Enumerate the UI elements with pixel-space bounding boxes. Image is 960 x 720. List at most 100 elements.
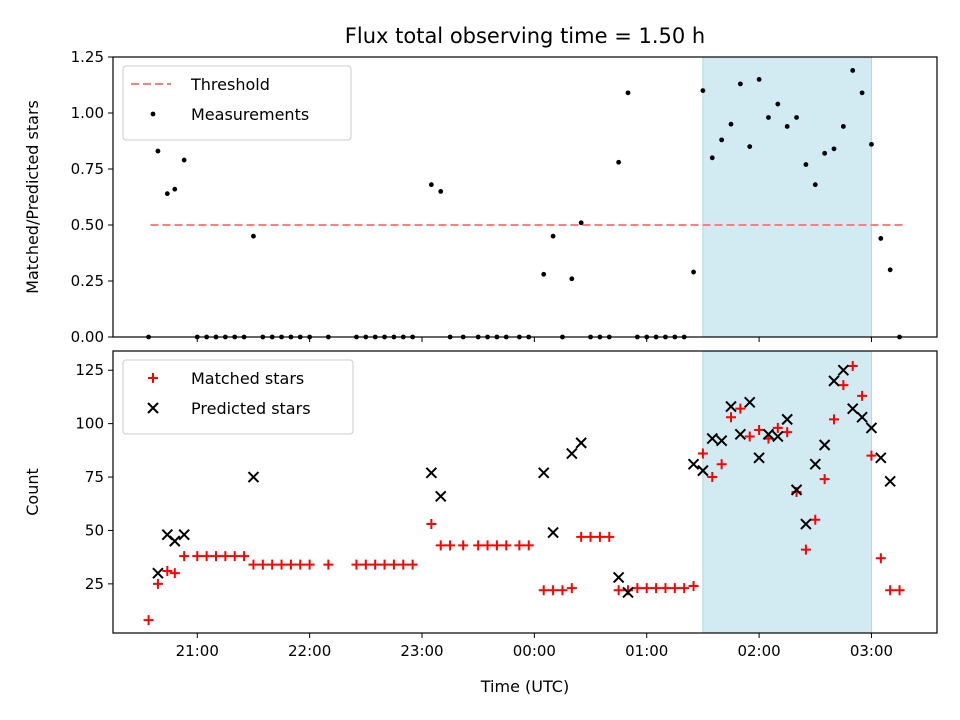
predicted-star-point <box>744 396 756 408</box>
matched-star-point <box>211 551 221 562</box>
ratio-series <box>146 68 904 340</box>
matched-star-point <box>239 551 250 562</box>
x-tick-label: 22:00 <box>288 642 331 660</box>
predicted-star-point <box>856 411 868 423</box>
matched-star-point <box>152 578 163 589</box>
measurement-point <box>428 182 434 188</box>
matched-star-point <box>523 540 534 551</box>
matched-star-point <box>800 544 811 555</box>
matched-star-point <box>169 568 180 579</box>
measurement-point <box>775 101 781 107</box>
legend-predicted-swatch <box>147 402 159 414</box>
matched-star-point <box>360 559 371 570</box>
matched-star-point <box>229 551 240 562</box>
matched-star-point <box>585 531 596 542</box>
predicted-star-point <box>152 567 164 579</box>
legend-matched-swatch <box>148 373 158 383</box>
measurement-point <box>625 90 631 96</box>
predicted-star-point <box>247 471 260 483</box>
measurement-point <box>766 115 771 120</box>
matched-star-point <box>838 380 849 391</box>
ratio-legend: Threshold Measurements <box>122 65 352 141</box>
matched-star-point <box>726 412 736 423</box>
count-series <box>143 360 905 626</box>
count-x-axis-label: Time (UTC) <box>480 677 569 696</box>
predicted-star-point <box>435 490 447 502</box>
predicted-star-point <box>828 375 840 387</box>
predicted-star-point <box>575 437 587 449</box>
matched-star-point <box>398 559 409 570</box>
matched-star-point <box>388 559 399 570</box>
matched-star-point <box>548 585 559 596</box>
y-tick-label: 0.75 <box>71 160 104 178</box>
y-tick-label: 0.25 <box>71 272 104 290</box>
predicted-star-point <box>687 458 700 470</box>
matched-star-point <box>688 581 699 591</box>
ratio-y-axis-label: Matched/Predicted stars <box>23 100 42 294</box>
predicted-star-point <box>725 400 737 413</box>
matched-star-point <box>285 559 296 570</box>
ratio-plot-frame <box>112 56 938 338</box>
matched-star-point <box>473 540 484 551</box>
count-plot-frame <box>112 350 938 634</box>
measurement-point <box>691 269 696 275</box>
matched-star-point <box>754 425 765 436</box>
matched-star-point <box>857 390 868 401</box>
matched-star-point <box>304 559 315 570</box>
legend-label: Matched stars <box>191 369 304 388</box>
matched-star-point <box>679 583 690 594</box>
legend-box <box>122 65 352 141</box>
legend-measurement-swatch <box>150 111 156 117</box>
measurement-point <box>155 148 161 154</box>
matched-star-point <box>660 583 671 594</box>
matched-star-point <box>370 559 381 570</box>
predicted-star-point <box>169 535 181 547</box>
matched-star-point <box>501 540 512 551</box>
predicted-star-point <box>547 526 559 539</box>
ratio-axis-ticks: 0.00 0.25 0.50 0.75 1.00 1.25 <box>71 48 872 346</box>
matched-star-point <box>220 551 231 562</box>
x-tick-label: 03:00 <box>850 642 893 660</box>
matched-star-point <box>407 559 418 570</box>
observing-window-band <box>702 350 872 634</box>
measurement-point <box>700 88 706 93</box>
measurement-point <box>569 276 575 282</box>
measurement-point <box>850 68 856 73</box>
measurement-point <box>756 77 762 82</box>
predicted-star-point <box>425 467 438 479</box>
matched-star-point <box>445 540 456 551</box>
predicted-star-point <box>790 484 803 496</box>
matched-star-point <box>735 403 746 414</box>
x-tick-label: 23:00 <box>400 642 443 660</box>
matched-star-point <box>810 514 821 525</box>
matched-star-point <box>351 559 362 570</box>
matched-star-point <box>566 583 577 594</box>
matched-star-point <box>772 422 783 433</box>
matched-star-point <box>192 551 203 562</box>
predicted-star-point <box>734 428 747 441</box>
matched-star-point <box>744 431 755 442</box>
legend-label: Threshold <box>190 75 270 94</box>
matched-star-point <box>538 585 549 596</box>
measurement-point <box>784 124 790 129</box>
y-tick-label: 25 <box>85 575 104 593</box>
measurement-point <box>831 146 837 152</box>
count-panel: 25 50 75 100 125 21:00 22:00 23:00 00:00 01:00 02:… <box>23 350 938 696</box>
predicted-star-point <box>762 428 775 441</box>
matched-star-point <box>248 559 259 570</box>
measurement-point <box>709 155 715 161</box>
matched-star-point <box>267 559 278 570</box>
x-tick-label: 21:00 <box>176 642 219 660</box>
measurement-point <box>878 236 884 241</box>
measurement-point <box>616 159 622 165</box>
predicted-star-point <box>818 439 831 451</box>
matched-star-point <box>426 519 437 530</box>
predicted-star-point <box>697 464 709 477</box>
ratio-panel: 0.00 0.25 0.50 0.75 1.00 1.25 Flux total obse… <box>23 24 938 346</box>
ratio-chart-title: Flux total observing time = 1.50 h <box>345 24 705 48</box>
matched-star-point <box>697 448 708 459</box>
x-tick-label: 02:00 <box>737 642 780 660</box>
y-tick-label: 0.00 <box>71 328 104 346</box>
count-axis-ticks: 25 50 75 100 125 21:00 22:00 23:00 00:00 01:00 02:… <box>75 361 893 660</box>
